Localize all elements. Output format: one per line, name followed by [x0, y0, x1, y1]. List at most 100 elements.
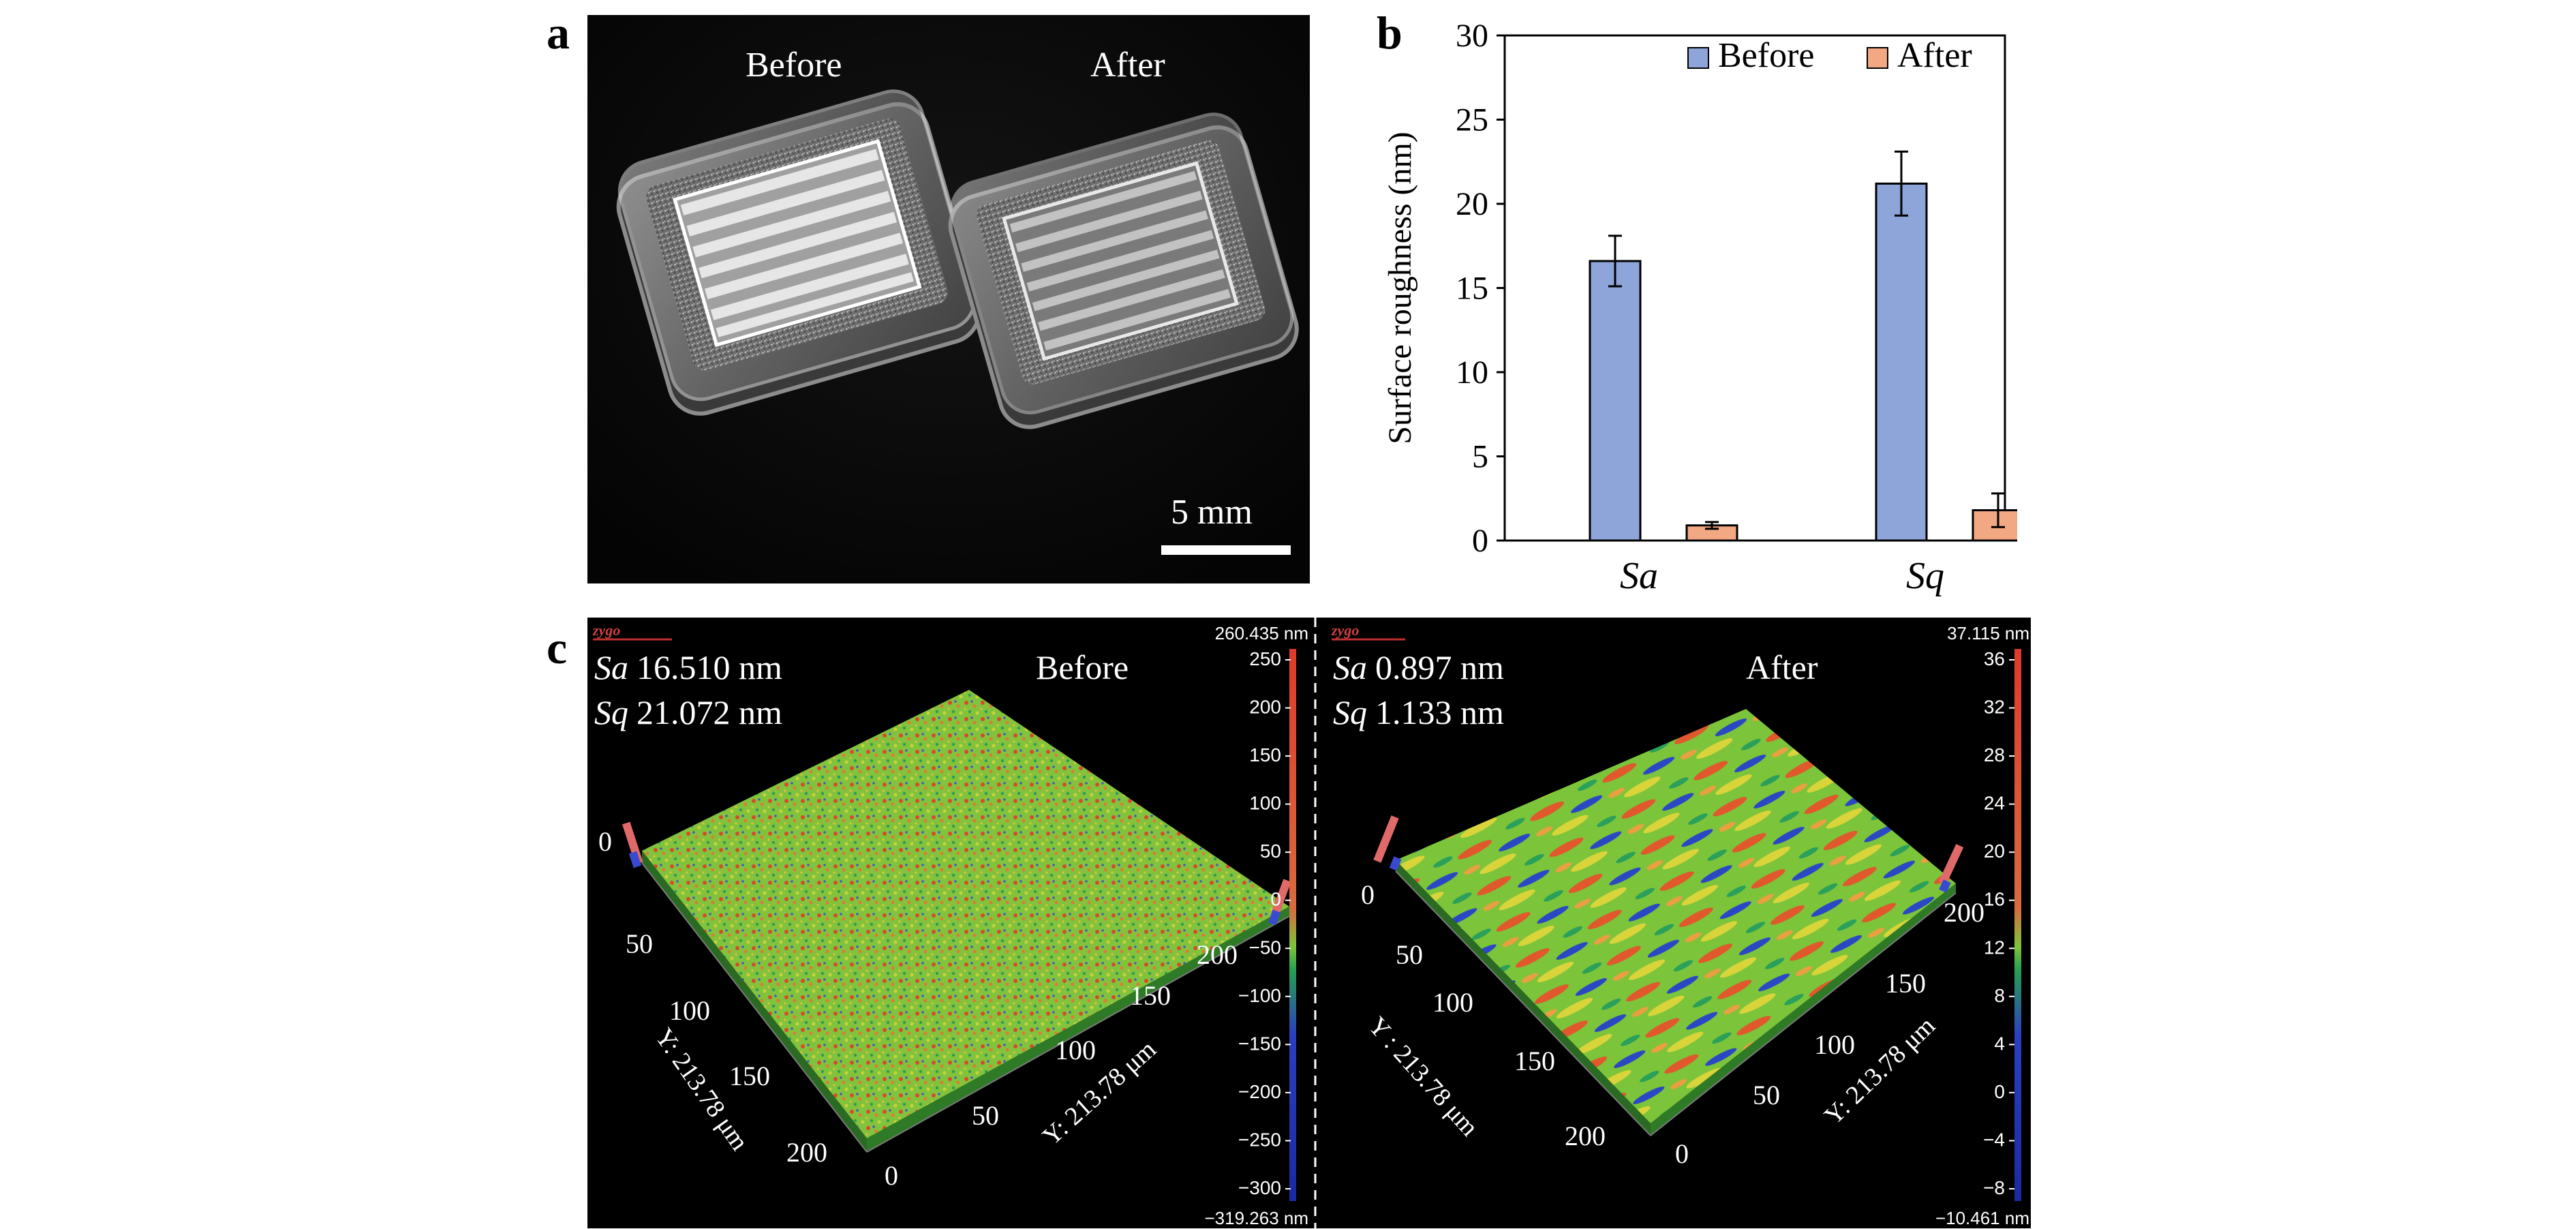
right-y-axis-label: Y : 213.78 μm: [1362, 1012, 1484, 1142]
scale-tick-label: 50: [1260, 840, 1281, 862]
scale-tick-label: 20: [1984, 840, 2005, 862]
scale-tick-label: 200: [1249, 697, 1281, 718]
scale-tick-label: 32: [1984, 697, 2005, 718]
right-title: After: [1746, 648, 1818, 686]
left-x-tick-2: 100: [1055, 1035, 1096, 1065]
bar-after-sq: [1972, 509, 2017, 542]
scale-tick-label: 8: [1994, 985, 2005, 1006]
left-sa-value: 16.510 nm: [637, 648, 782, 686]
y-tick-label: 15: [1456, 271, 1488, 307]
panel-label-c: c: [547, 622, 568, 673]
scale-bar: [1161, 545, 1291, 555]
left-y-tick-3: 150: [729, 1061, 770, 1091]
scale-tick-label: −150: [1238, 1033, 1281, 1054]
y-tick-label: 10: [1456, 354, 1488, 391]
right-sq-value: 1.133 nm: [1375, 693, 1504, 731]
legend-swatch-after: [1867, 47, 1888, 69]
legend-label-after: After: [1897, 36, 1972, 75]
left-sa-symbol: Sa: [594, 648, 628, 686]
left-scale-min: −319.263 nm: [1204, 1208, 1308, 1228]
right-scale-max: 37.115 nm: [1947, 623, 2029, 643]
left-sq-value: 21.072 nm: [637, 693, 782, 731]
panel-label-a: a: [547, 7, 570, 59]
scale-tick-label: −200: [1238, 1081, 1281, 1102]
surface-profile-panel: zygo 0 50 100 150 200 Y: 213.78 μm 0 50 …: [587, 618, 2031, 1228]
left-x-tick-3: 150: [1130, 980, 1171, 1011]
surface-profile-drawing: zygo 0 50 100 150 200 Y: 213.78 μm 0 50 …: [592, 618, 2029, 1228]
scale-tick-label: −100: [1238, 985, 1281, 1006]
left-title: Before: [1036, 648, 1129, 686]
sample-photo: Before After 5 mm: [587, 15, 1310, 583]
scale-tick-label: −300: [1238, 1177, 1281, 1198]
x-category-label: Sa: [1620, 555, 1658, 597]
right-y-tick-3: 150: [1514, 1046, 1555, 1076]
right-sa-value: 0.897 nm: [1375, 648, 1504, 686]
after-sample: [948, 112, 1299, 429]
y-tick-label: 20: [1456, 186, 1488, 222]
right-color-scale: [2014, 649, 2021, 1201]
left-sq-symbol: Sq: [594, 693, 628, 731]
left-y-tick-0: 0: [598, 826, 612, 857]
right-y-tick-0: 0: [1361, 879, 1375, 910]
before-profile: zygo 0 50 100 150 200 Y: 213.78 μm 0 50 …: [592, 622, 1308, 1228]
right-x-tick-4: 200: [1944, 897, 1984, 928]
y-tick-label: 30: [1456, 18, 1488, 54]
scale-tick-label: 36: [1984, 648, 2005, 669]
scale-tick-label: 0: [1994, 1081, 2005, 1102]
sample-photo-drawing: [587, 15, 1310, 583]
right-y-tick-4: 200: [1565, 1121, 1606, 1151]
left-y-tick-4: 200: [786, 1137, 827, 1168]
right-y-tick-1: 50: [1396, 939, 1423, 970]
left-sq-line: Sq 21.072 nm: [594, 693, 782, 731]
left-scale-max: 260.435 nm: [1215, 623, 1308, 643]
right-x-tick-1: 50: [1753, 1080, 1780, 1110]
left-sa-line: Sa 16.510 nm: [594, 648, 782, 686]
zygo-logo-right: zygo: [1331, 622, 1359, 639]
before-caption: Before: [746, 46, 842, 85]
scale-tick-label: 12: [1984, 937, 2005, 958]
x-category-label: Sq: [1906, 555, 1944, 597]
left-x-tick-1: 50: [972, 1100, 999, 1131]
plot-frame: [1503, 34, 2006, 542]
right-x-tick-0: 0: [1675, 1138, 1689, 1169]
after-caption: After: [1090, 46, 1165, 85]
scale-tick-label: 16: [1984, 889, 2005, 910]
scale-tick-label: 28: [1984, 744, 2005, 765]
scale-tick-label: 24: [1984, 793, 2005, 814]
scale-bar-label: 5 mm: [1171, 493, 1253, 532]
scale-tick-label: −50: [1249, 937, 1282, 958]
right-y-tick-2: 100: [1432, 987, 1473, 1018]
legend-swatch-before: [1687, 47, 1709, 69]
left-x-tick-4: 200: [1197, 939, 1238, 970]
scale-tick-label: 250: [1249, 648, 1281, 669]
y-tick-label: 0: [1472, 523, 1488, 559]
right-x-tick-3: 150: [1885, 968, 1926, 999]
right-scale-min: −10.461 nm: [1935, 1208, 2029, 1228]
legend-label-before: Before: [1718, 36, 1814, 75]
right-sq-symbol: Sq: [1333, 693, 1367, 731]
scale-tick-label: 0: [1270, 889, 1281, 910]
left-y-tick-2: 100: [669, 995, 710, 1026]
scale-tick-label: −4: [1983, 1129, 2005, 1150]
roughness-bar-chart: 0 5 10 15 20 25 30 Surface roughness (nm) Sa Sq Be…: [1382, 18, 2017, 597]
panel-label-b: b: [1377, 7, 1402, 59]
zygo-logo-left: zygo: [592, 622, 620, 639]
left-color-scale: [1289, 649, 1296, 1201]
scale-tick-label: 150: [1249, 744, 1281, 765]
left-x-tick-0: 0: [885, 1160, 898, 1191]
before-sample: [616, 89, 981, 416]
bar-before-sa: [1589, 260, 1642, 542]
scale-tick-label: 4: [1994, 1033, 2005, 1054]
y-axis-label: Surface roughness (nm): [1382, 132, 1418, 444]
bar-before-sq: [1875, 182, 1928, 542]
scale-tick-label: 100: [1249, 793, 1281, 814]
y-tick-label: 5: [1472, 439, 1488, 475]
y-tick-label: 25: [1456, 102, 1488, 138]
scale-tick-label: −8: [1983, 1177, 2005, 1198]
right-x-tick-2: 100: [1814, 1029, 1855, 1060]
scale-tick-label: −250: [1238, 1129, 1281, 1150]
after-profile: zygo 0 50 100 150 200 Y : 213.78 μm 0 50…: [1331, 622, 2029, 1228]
right-sq-line: Sq 1.133 nm: [1333, 693, 1504, 731]
right-sa-line: Sa 0.897 nm: [1333, 648, 1504, 686]
left-y-tick-1: 50: [626, 928, 653, 959]
